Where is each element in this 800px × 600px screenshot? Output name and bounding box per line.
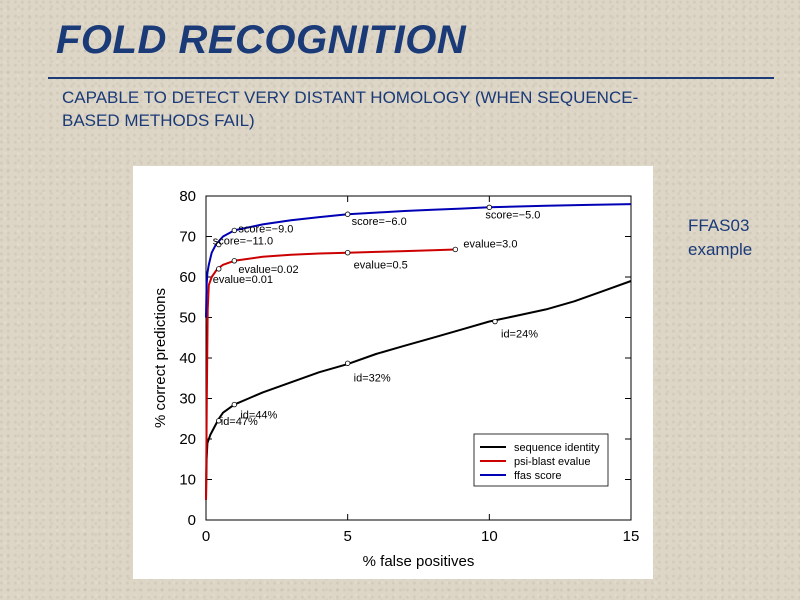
annotation-marker: [216, 241, 222, 248]
slide-title: FOLD RECOGNITION: [56, 18, 467, 62]
y-tick-label: 20: [179, 431, 196, 448]
x-tick-label: 15: [623, 528, 640, 545]
series-line-ffas-score: [205, 203, 632, 318]
annotation-marker: [452, 246, 459, 253]
annotation-marker: [344, 211, 351, 217]
annotation-marker: [492, 318, 498, 325]
annotation-label: id=44%: [240, 410, 277, 422]
roc-chart: 0 5 10 15 0 10 20 30 40 50 60 70 80 % false positives…: [152, 188, 640, 570]
y-tick-label: 60: [179, 269, 196, 286]
y-tick-label: 80: [179, 188, 196, 205]
annotation-marker: [344, 249, 351, 256]
title-divider: [48, 77, 774, 79]
legend-label-psi-blast-evalue: psi-blast evalue: [514, 456, 590, 468]
annotation-label: score=−11.0: [213, 236, 273, 248]
annotation-label: evalue=0.02: [238, 264, 298, 276]
legend-label-sequence-identity: sequence identity: [514, 442, 600, 454]
annotation-label: score=−9.0: [238, 223, 293, 235]
x-tick-label: 0: [202, 528, 210, 545]
annotation-label: id=32%: [354, 372, 391, 384]
annotation-marker: [344, 360, 351, 366]
annotation-marker: [231, 258, 238, 264]
side-note-line-1: FFAS03: [688, 216, 750, 235]
annotation-label: evalue=3.0: [463, 238, 517, 250]
x-tick-label: 10: [481, 528, 498, 545]
series-line-psi-blast-evalue: [205, 248, 456, 500]
y-tick-label: 50: [179, 310, 196, 327]
annotation-label: evalue=0.01: [213, 274, 273, 286]
annotation-marker: [231, 401, 238, 408]
y-tick-label: 40: [179, 350, 196, 367]
annotation-marker: [216, 418, 222, 424]
annotation-label: id=24%: [501, 329, 538, 341]
y-tick-label: 10: [179, 472, 196, 489]
x-tick-label: 5: [343, 528, 351, 545]
y-tick-label: 0: [188, 512, 196, 529]
slide-subtitle: CAPABLE TO DETECT VERY DISTANT HOMOLOGY …: [62, 88, 639, 130]
annotation-marker: [216, 266, 222, 272]
annotation-marker: [486, 204, 493, 211]
annotation-label: score=−5.0: [485, 209, 540, 221]
legend-label-ffas-score: ffas score: [514, 470, 562, 482]
side-note: FFAS03 example: [688, 214, 752, 262]
x-axis-label: % false positives: [363, 553, 475, 570]
chart-panel: 0 5 10 15 0 10 20 30 40 50 60 70 80 % false positives…: [133, 166, 653, 579]
y-tick-label: 30: [179, 391, 196, 408]
y-axis-label: % correct predictions: [152, 288, 169, 428]
annotation-marker: [231, 227, 238, 234]
side-note-line-2: example: [688, 240, 753, 259]
y-tick-label: 70: [179, 229, 196, 246]
series-line-sequence-identity: [205, 280, 632, 500]
annotation-label: evalue=0.5: [354, 260, 408, 272]
annotation-label: id=47%: [221, 416, 258, 428]
annotation-label: score=−6.0: [352, 216, 407, 228]
